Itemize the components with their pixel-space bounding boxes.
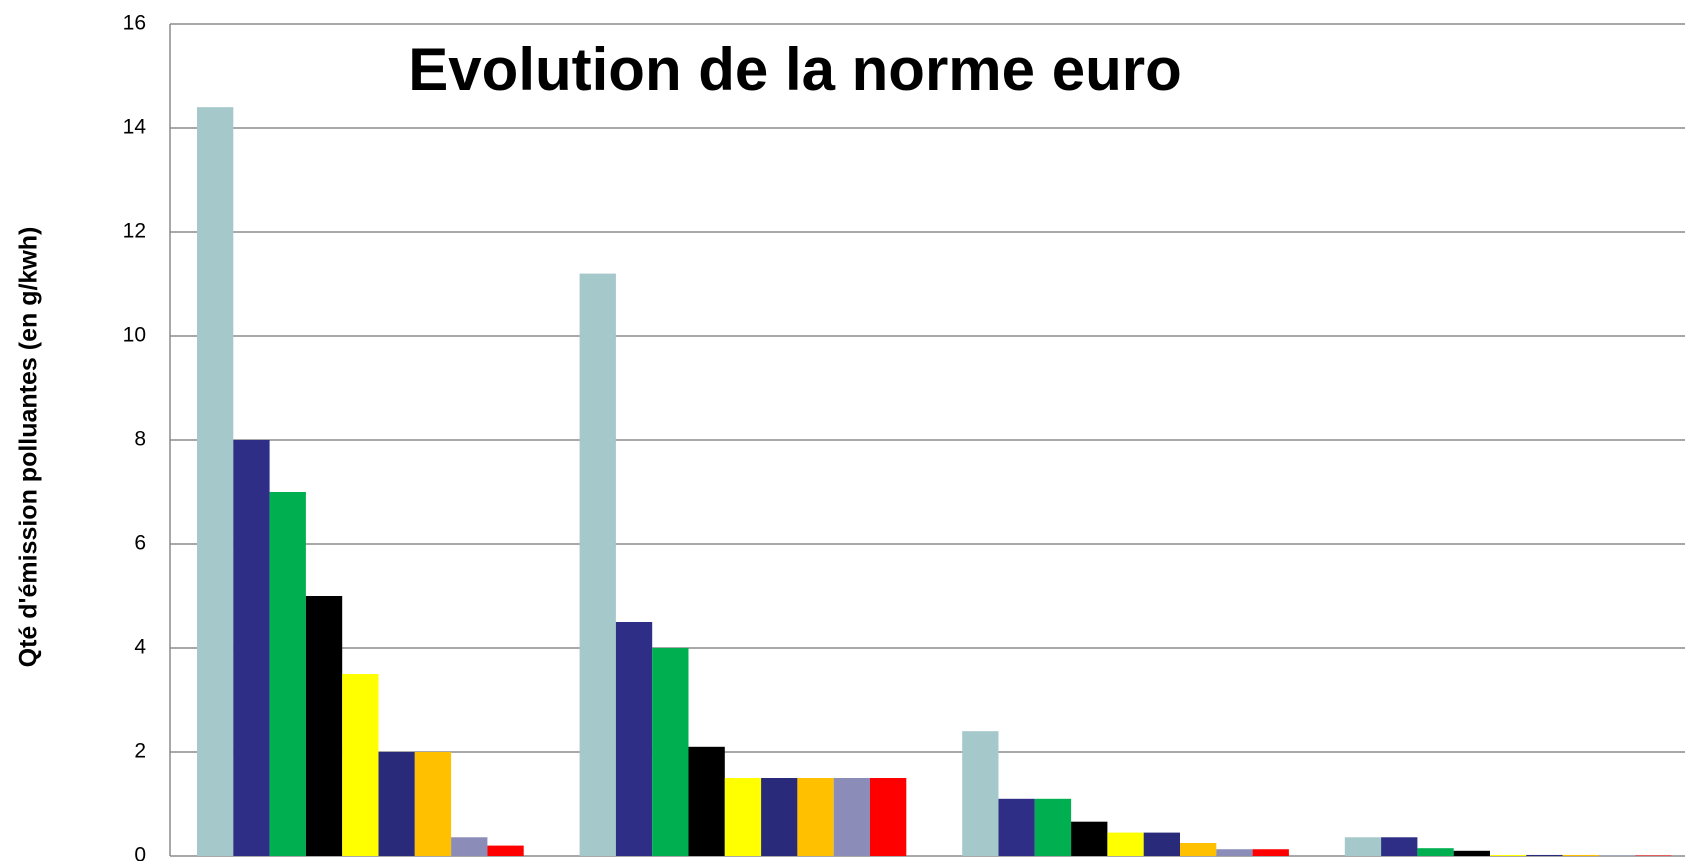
y-tick-label: 0 bbox=[134, 844, 146, 861]
bar bbox=[451, 837, 488, 856]
y-tick-label: 16 bbox=[123, 12, 146, 35]
bar bbox=[833, 778, 870, 856]
bar bbox=[1107, 832, 1144, 856]
y-tick-label: 8 bbox=[134, 428, 146, 451]
bar bbox=[870, 778, 907, 856]
y-tick-label: 14 bbox=[123, 116, 147, 139]
bar bbox=[998, 798, 1035, 856]
bar bbox=[1635, 855, 1672, 856]
y-tick-label: 2 bbox=[134, 740, 146, 763]
bar bbox=[688, 746, 725, 856]
bar bbox=[1453, 850, 1490, 856]
bar bbox=[1143, 832, 1180, 856]
chart-title: Evolution de la norme euro bbox=[408, 36, 1181, 103]
bar bbox=[761, 778, 798, 856]
bar bbox=[1417, 848, 1454, 856]
bar bbox=[378, 752, 415, 856]
bar bbox=[269, 492, 306, 856]
bar bbox=[1381, 837, 1418, 856]
bar bbox=[1526, 854, 1563, 856]
y-tick-label: 10 bbox=[123, 324, 146, 347]
bar bbox=[1490, 854, 1527, 856]
bar bbox=[305, 596, 343, 856]
bar bbox=[197, 107, 234, 856]
bar bbox=[1034, 798, 1072, 856]
bar bbox=[962, 731, 999, 856]
bar bbox=[1562, 854, 1599, 856]
bar bbox=[1598, 855, 1636, 856]
bar bbox=[615, 622, 653, 856]
bar bbox=[652, 648, 689, 856]
bar bbox=[1071, 821, 1108, 856]
bar bbox=[342, 674, 379, 856]
y-tick-label: 6 bbox=[134, 532, 146, 555]
y-tick-label: 4 bbox=[134, 636, 146, 659]
y-tick-label: 12 bbox=[123, 220, 146, 243]
bar bbox=[1216, 849, 1253, 856]
bar bbox=[233, 440, 270, 856]
bar bbox=[487, 845, 524, 856]
y-axis-label: Qté d'émission polluantes (en g/kwh) bbox=[15, 227, 43, 668]
bar bbox=[579, 273, 616, 857]
bar bbox=[724, 778, 762, 856]
bar bbox=[414, 752, 452, 856]
bar bbox=[1252, 849, 1289, 856]
bar bbox=[1180, 843, 1217, 856]
bar bbox=[1344, 837, 1382, 856]
bar bbox=[797, 778, 834, 856]
